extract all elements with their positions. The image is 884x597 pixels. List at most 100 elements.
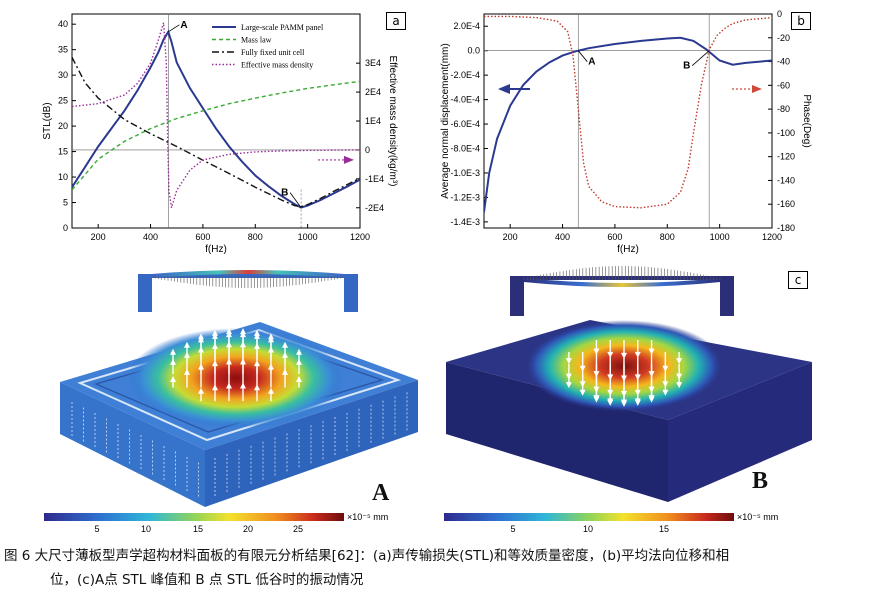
label-B: B xyxy=(752,468,768,494)
field-arrow-head xyxy=(184,341,190,348)
x-tick-label: 600 xyxy=(607,232,622,242)
y-right-tick-label: -140 xyxy=(777,175,795,185)
colorbar-b-tick: 10 xyxy=(583,524,593,534)
axis-pointer-head xyxy=(498,84,510,94)
plot-frame xyxy=(483,13,773,229)
field-arrow-head xyxy=(579,389,586,396)
x-tick-label: 600 xyxy=(195,232,210,242)
caption-line-2: 位，(c)A点 STL 峰值和 B 点 STL 低谷时的振动情况 xyxy=(50,572,364,588)
field-arrow-head xyxy=(607,399,614,406)
y-right-tick-label: -80 xyxy=(777,104,790,114)
x-tick-label: 1200 xyxy=(762,232,782,242)
field-arrow-head xyxy=(240,382,246,389)
colorbar-a-tick: 25 xyxy=(293,524,303,534)
panel-b-3d: B xyxy=(446,320,812,502)
field-arrow-head xyxy=(268,336,274,343)
field-arrow-head xyxy=(170,348,176,355)
y-right-tick-label: 0 xyxy=(365,145,370,155)
x-tick-label: 200 xyxy=(503,232,518,242)
y-right-axis-label: Effective mass density(kg/m³) xyxy=(387,56,398,187)
axis-pointer-head xyxy=(344,155,354,164)
series-line xyxy=(484,36,772,213)
colorbar-a-tick: 5 xyxy=(94,524,99,534)
legend-entry: Fully fixed unit cell xyxy=(241,48,305,57)
field-arrow-head xyxy=(198,346,204,353)
legend: Large-scale PAMM panel Mass law Fully fixe… xyxy=(212,23,324,70)
x-tick-label: 1000 xyxy=(710,232,730,242)
colorbar-a: 5 10 15 20 25 ×10⁻⁵ mm xyxy=(44,512,388,534)
y-left-tick-label: -1.4E-3 xyxy=(450,217,480,227)
field-arrow-head xyxy=(212,329,218,336)
y-right-tick-label: 1E4 xyxy=(365,116,381,126)
field-arrow-head xyxy=(296,375,302,382)
y-right-tick-label: -20 xyxy=(777,33,790,43)
y-left-tick-label: 0.0 xyxy=(467,46,480,56)
field-arrow-head xyxy=(676,358,683,365)
series-line xyxy=(484,15,772,209)
field-arrow-head xyxy=(268,346,274,353)
field-arrow-head xyxy=(198,363,204,370)
field-arrow-head xyxy=(662,389,669,396)
chart-a-stl: 200 400 600 800 1000 1200f(Hz)051015202530354… xyxy=(42,13,398,255)
x-tick-label: 800 xyxy=(660,232,675,242)
y-left-tick-label: 2.0E-4 xyxy=(453,21,480,31)
field-arrow-head xyxy=(198,333,204,340)
field-arrow-head xyxy=(296,358,302,365)
annotation-label: B xyxy=(281,188,288,199)
y-right-tick-label: -1E4 xyxy=(365,174,384,184)
plot-frame xyxy=(71,13,361,229)
field-arrow-head xyxy=(565,382,572,389)
y-left-axis-label: Average normal displacement(mm) xyxy=(440,43,451,198)
y-left-tick-label: -4.0E-4 xyxy=(450,95,480,105)
field-arrow-head xyxy=(184,368,190,375)
x-tick-label: 400 xyxy=(555,232,570,242)
colorbar-b-tick: 5 xyxy=(510,524,515,534)
field-arrow-head xyxy=(240,341,246,348)
panel-a-3d: A xyxy=(60,322,418,507)
x-tick-label: 800 xyxy=(248,232,263,242)
x-tick-label: 200 xyxy=(91,232,106,242)
field-arrow-head xyxy=(282,368,288,375)
field-arrow-head xyxy=(593,396,600,403)
field-arrow-head xyxy=(254,342,260,349)
y-left-tick-label: 15 xyxy=(58,147,68,157)
colorbar-b-unit: ×10⁻⁵ mm xyxy=(737,512,778,522)
panel-c-vibration: A B 5 10 15 20 25 ×10⁻⁵ mm 5 10 15 ×10⁻⁵… xyxy=(44,266,812,534)
field-arrow-head xyxy=(634,399,641,406)
series-line xyxy=(72,56,360,208)
y-right-tick-label: -100 xyxy=(777,128,795,138)
y-left-axis-label: STL(dB) xyxy=(42,102,53,139)
field-arrow-head xyxy=(212,342,218,349)
field-arrow-head xyxy=(226,328,232,335)
annotation-arrow xyxy=(577,50,588,62)
colorbar-b: 5 10 15 ×10⁻⁵ mm xyxy=(444,512,778,534)
y-left-tick-label: 10 xyxy=(58,172,68,182)
y-right-tick-label: -180 xyxy=(777,223,795,233)
field-arrow-head xyxy=(648,396,655,403)
field-arrow-head xyxy=(184,351,190,358)
field-arrow-head xyxy=(240,328,246,335)
chart-b-displacement: 200 400 600 800 1000 1200 f(Hz) 2.0E-4 0.0 -2.0E-… xyxy=(440,9,812,255)
y-right-tick-label: -40 xyxy=(777,57,790,67)
y-right-tick-label: -160 xyxy=(777,199,795,209)
y-left-tick-label: -8.0E-4 xyxy=(450,144,480,154)
legend-entry: Mass law xyxy=(241,36,272,45)
panel-tag-b: b xyxy=(791,12,811,30)
series-line xyxy=(72,29,360,209)
field-arrow-head xyxy=(240,331,246,338)
field-arrow-head xyxy=(198,387,204,394)
field-arrow-head xyxy=(254,332,260,339)
field-arrow-head xyxy=(212,332,218,339)
field-arrow-head xyxy=(268,363,274,370)
cross-section-b xyxy=(510,266,734,316)
figure-caption: 图 6 大尺寸薄板型声学超构材料面板的有限元分析结果[62]：(a)声传输损失(… xyxy=(4,544,884,592)
field-arrow-head xyxy=(170,375,176,382)
field-arrow-head xyxy=(226,358,232,365)
series-line xyxy=(72,80,360,191)
x-tick-label: 1000 xyxy=(298,232,318,242)
field-arrow-head xyxy=(254,384,260,391)
legend-entry: Effective mass density xyxy=(241,61,313,70)
cross-section-a xyxy=(138,270,358,312)
field-arrow-head xyxy=(282,351,288,358)
y-right-tick-label: -2E4 xyxy=(365,203,384,213)
